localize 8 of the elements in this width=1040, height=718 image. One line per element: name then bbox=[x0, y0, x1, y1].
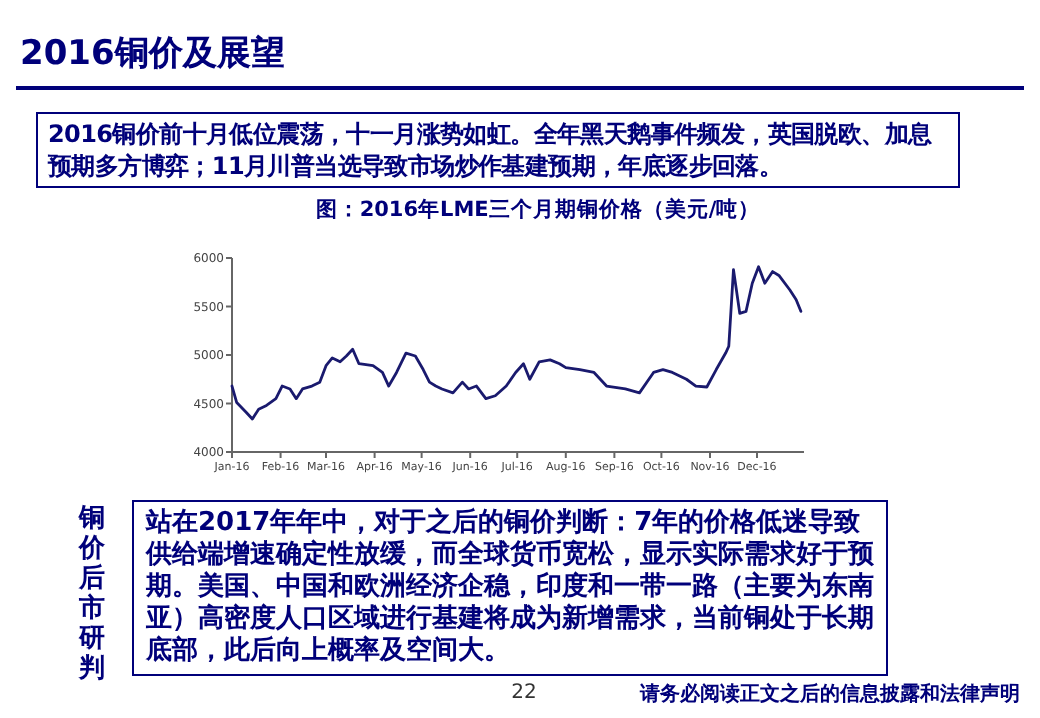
text: 站在2017年年中，对于之后的铜价判断：7年的价格低迷导致供给端增速确定性放缓，而全球货币宽松，显示实际需求好于预期。美国、中国和欧洲经济企稳，印度和一带一路（主要为东南亚）高密度人口区域进行基建将成为新增需求，当前铜处于长期底部，此后向上概率及空间大。 bbox=[132, 500, 888, 676]
line-series bbox=[230, 265, 803, 421]
text: 请务必阅读正文之后的信息披露和法律声明 bbox=[638, 682, 1020, 706]
chart-title: 图：2016年LME三个月期铜价格（美元/吨） bbox=[315, 196, 761, 222]
text: 2016铜价前十月低位震荡，十一月涨势如虹。全年黑天鹅事件频发，英国脱欧、加息预期多方博弈；11月川普当选导致市场炒作基建预期，年底逐步回落。 bbox=[36, 112, 960, 188]
text: 铜价后市研判 bbox=[76, 504, 107, 684]
text: 22 bbox=[511, 682, 537, 704]
text: 2016铜价及展望 bbox=[20, 34, 285, 74]
